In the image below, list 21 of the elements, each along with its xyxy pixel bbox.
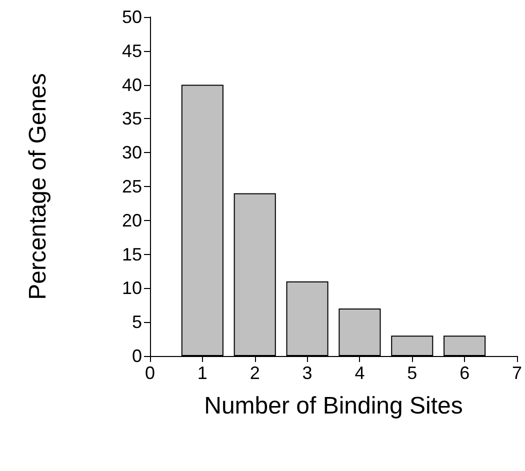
y-tick-label: 30 <box>122 142 142 163</box>
y-tick-label: 50 <box>122 7 142 27</box>
x-tick-label: 6 <box>460 363 470 383</box>
x-tick-label: 2 <box>250 363 260 383</box>
y-tick-label: 25 <box>122 176 142 196</box>
x-tick-label: 0 <box>144 363 156 383</box>
x-tick-label: 7 <box>512 363 522 383</box>
y-tick-label: 5 <box>132 312 142 332</box>
y-axis-title: Percentage of Genes <box>24 73 52 300</box>
x-tick-label: 3 <box>302 363 312 383</box>
x-tick-label: 1 <box>197 363 208 383</box>
y-tick-label: 35 <box>122 108 142 129</box>
y-tick-label: 0 <box>132 346 142 366</box>
y-tick-label: 45 <box>122 40 142 61</box>
y-tick-label: 40 <box>122 74 142 95</box>
x-axis-title: Number of Binding Sites <box>204 392 463 420</box>
x-tick-label: 4 <box>354 363 365 383</box>
y-tick-label: 20 <box>122 210 142 230</box>
x-tick-label: 5 <box>407 363 418 383</box>
y-tick-label: 15 <box>122 244 142 264</box>
y-tick-label: 10 <box>122 278 142 298</box>
